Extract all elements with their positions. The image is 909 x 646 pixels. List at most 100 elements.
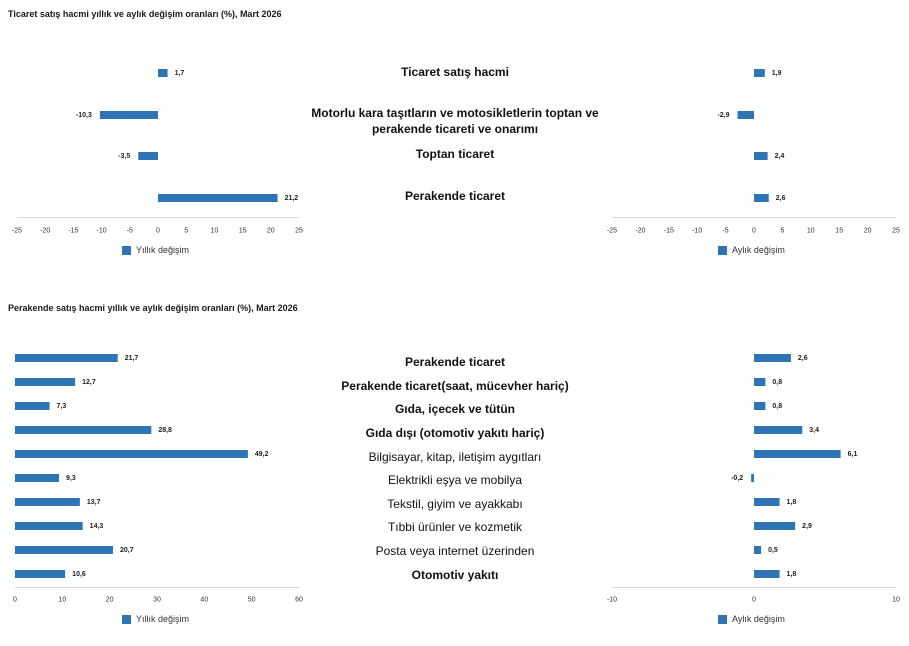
bar (138, 152, 158, 160)
bar (15, 426, 152, 434)
x-tick-label: 5 (780, 228, 784, 235)
value-label: 21,2 (285, 195, 299, 202)
bar (754, 570, 780, 578)
bar (754, 450, 841, 458)
x-tick-label: -20 (40, 228, 50, 235)
x-tick-label: 30 (153, 597, 161, 604)
x-tick-label: 40 (200, 597, 208, 604)
legend-swatch (122, 615, 131, 624)
value-label: -3,5 (118, 153, 130, 160)
value-label: -10,3 (76, 112, 92, 119)
category-label: Gıda dışı (otomotiv yakıtı hariç) (365, 426, 545, 440)
bar (15, 498, 80, 506)
value-label: 10,6 (72, 571, 86, 578)
bar (754, 194, 769, 202)
bar (754, 546, 762, 554)
bar (99, 111, 158, 119)
value-label: 1,8 (787, 571, 797, 578)
chart-panel: -25 -20 -15 -10 -5 0 5 10 15 20 25 1,9 -2,9 2,4 2,6 (607, 69, 900, 235)
x-tick-label: -10 (692, 228, 702, 235)
value-label: 2,4 (775, 153, 785, 160)
category-label: Otomotiv yakıtı (411, 568, 499, 582)
x-tick-label: 5 (184, 228, 188, 235)
x-tick-label: 0 (752, 597, 756, 604)
x-tick-label: -10 (607, 597, 617, 604)
legend-swatch (122, 246, 131, 255)
x-tick-label: 10 (892, 597, 900, 604)
value-label: 14,3 (90, 523, 104, 530)
category-label: Perakende ticaret (404, 355, 506, 369)
value-label: 9,3 (66, 475, 76, 482)
x-tick-label: 20 (106, 597, 114, 604)
bar (737, 111, 754, 119)
chart-title: Ticaret satış hacmi yıllık ve aylık deği… (8, 9, 282, 19)
x-tick-label: 0 (13, 597, 17, 604)
legend-swatch (718, 246, 727, 255)
x-tick-label: 25 (295, 228, 303, 235)
bar (158, 194, 278, 202)
legend-monthly: Aylık değişim (718, 614, 785, 625)
x-tick-label: 60 (295, 597, 303, 604)
x-tick-label: -15 (68, 228, 78, 235)
value-label: 2,9 (802, 523, 812, 530)
bar (15, 570, 66, 578)
bar (15, 450, 248, 458)
x-tick-label: 10 (58, 597, 66, 604)
bar (15, 546, 113, 554)
x-tick-label: 50 (248, 597, 256, 604)
value-label: 12,7 (82, 379, 96, 386)
value-label: 0,8 (772, 379, 782, 386)
category-label: Toptan ticaret (415, 147, 495, 161)
value-label: 2,6 (798, 355, 808, 362)
x-tick-label: -15 (664, 228, 674, 235)
value-label: 1,9 (772, 70, 782, 77)
value-label: -2,9 (717, 112, 729, 119)
bar (15, 402, 50, 410)
value-label: 21,7 (125, 355, 139, 362)
chart-title: Perakende satış hacmi yıllık ve aylık de… (8, 303, 298, 313)
chart-panel: -10 0 10 2,6 0,8 0,8 3,4 6,1 -0,2 1,8 2,9 0,5 1,8 (607, 354, 900, 604)
bar (15, 378, 76, 386)
x-tick-label: 20 (267, 228, 275, 235)
bar (754, 69, 765, 77)
value-label: -0,2 (731, 475, 743, 482)
value-label: 49,2 (255, 451, 269, 458)
legend-yearly: Yıllık değişim (122, 614, 189, 625)
legend-yearly: Yıllık değişim (122, 245, 189, 256)
legend-monthly: Aylık değişim (718, 245, 785, 256)
category-label: Elektrikli eşya ve mobilya (387, 473, 523, 487)
value-label: 13,7 (87, 499, 101, 506)
x-tick-label: 10 (807, 228, 815, 235)
chart-panel: -25 -20 -15 -10 -5 0 5 10 15 20 25 1,7 -10,3 -3,5 21,2 (12, 69, 303, 235)
value-label: 0,8 (772, 403, 782, 410)
value-label: 20,7 (120, 547, 134, 554)
bar (754, 522, 796, 530)
x-tick-label: -5 (722, 228, 728, 235)
x-tick-label: 0 (752, 228, 756, 235)
value-label: 7,3 (57, 403, 67, 410)
value-label: 1,7 (175, 70, 185, 77)
category-label: Ticaret satış hacmi (401, 65, 509, 79)
category-label: Motorlu kara taşıtların ve motosikletler… (311, 106, 599, 136)
x-tick-label: -20 (635, 228, 645, 235)
x-tick-label: 15 (239, 228, 247, 235)
category-label: Gıda, içecek ve tütün (394, 402, 516, 416)
value-label: 1,8 (787, 499, 797, 506)
value-label: 2,6 (776, 195, 786, 202)
legend-label: Aylık değişim (732, 614, 785, 624)
x-tick-label: 25 (892, 228, 900, 235)
bar (15, 474, 60, 482)
bar (754, 426, 803, 434)
category-label: Bilgisayar, kitap, iletişim aygıtları (368, 450, 542, 464)
value-label: 6,1 (848, 451, 858, 458)
legend-swatch (718, 615, 727, 624)
bar (754, 152, 768, 160)
value-label: 28,8 (158, 427, 172, 434)
legend-label: Aylık değişim (732, 245, 785, 255)
x-tick-label: 20 (864, 228, 872, 235)
x-tick-label: -5 (127, 228, 133, 235)
bar (158, 69, 168, 77)
value-label: 0,5 (768, 547, 778, 554)
